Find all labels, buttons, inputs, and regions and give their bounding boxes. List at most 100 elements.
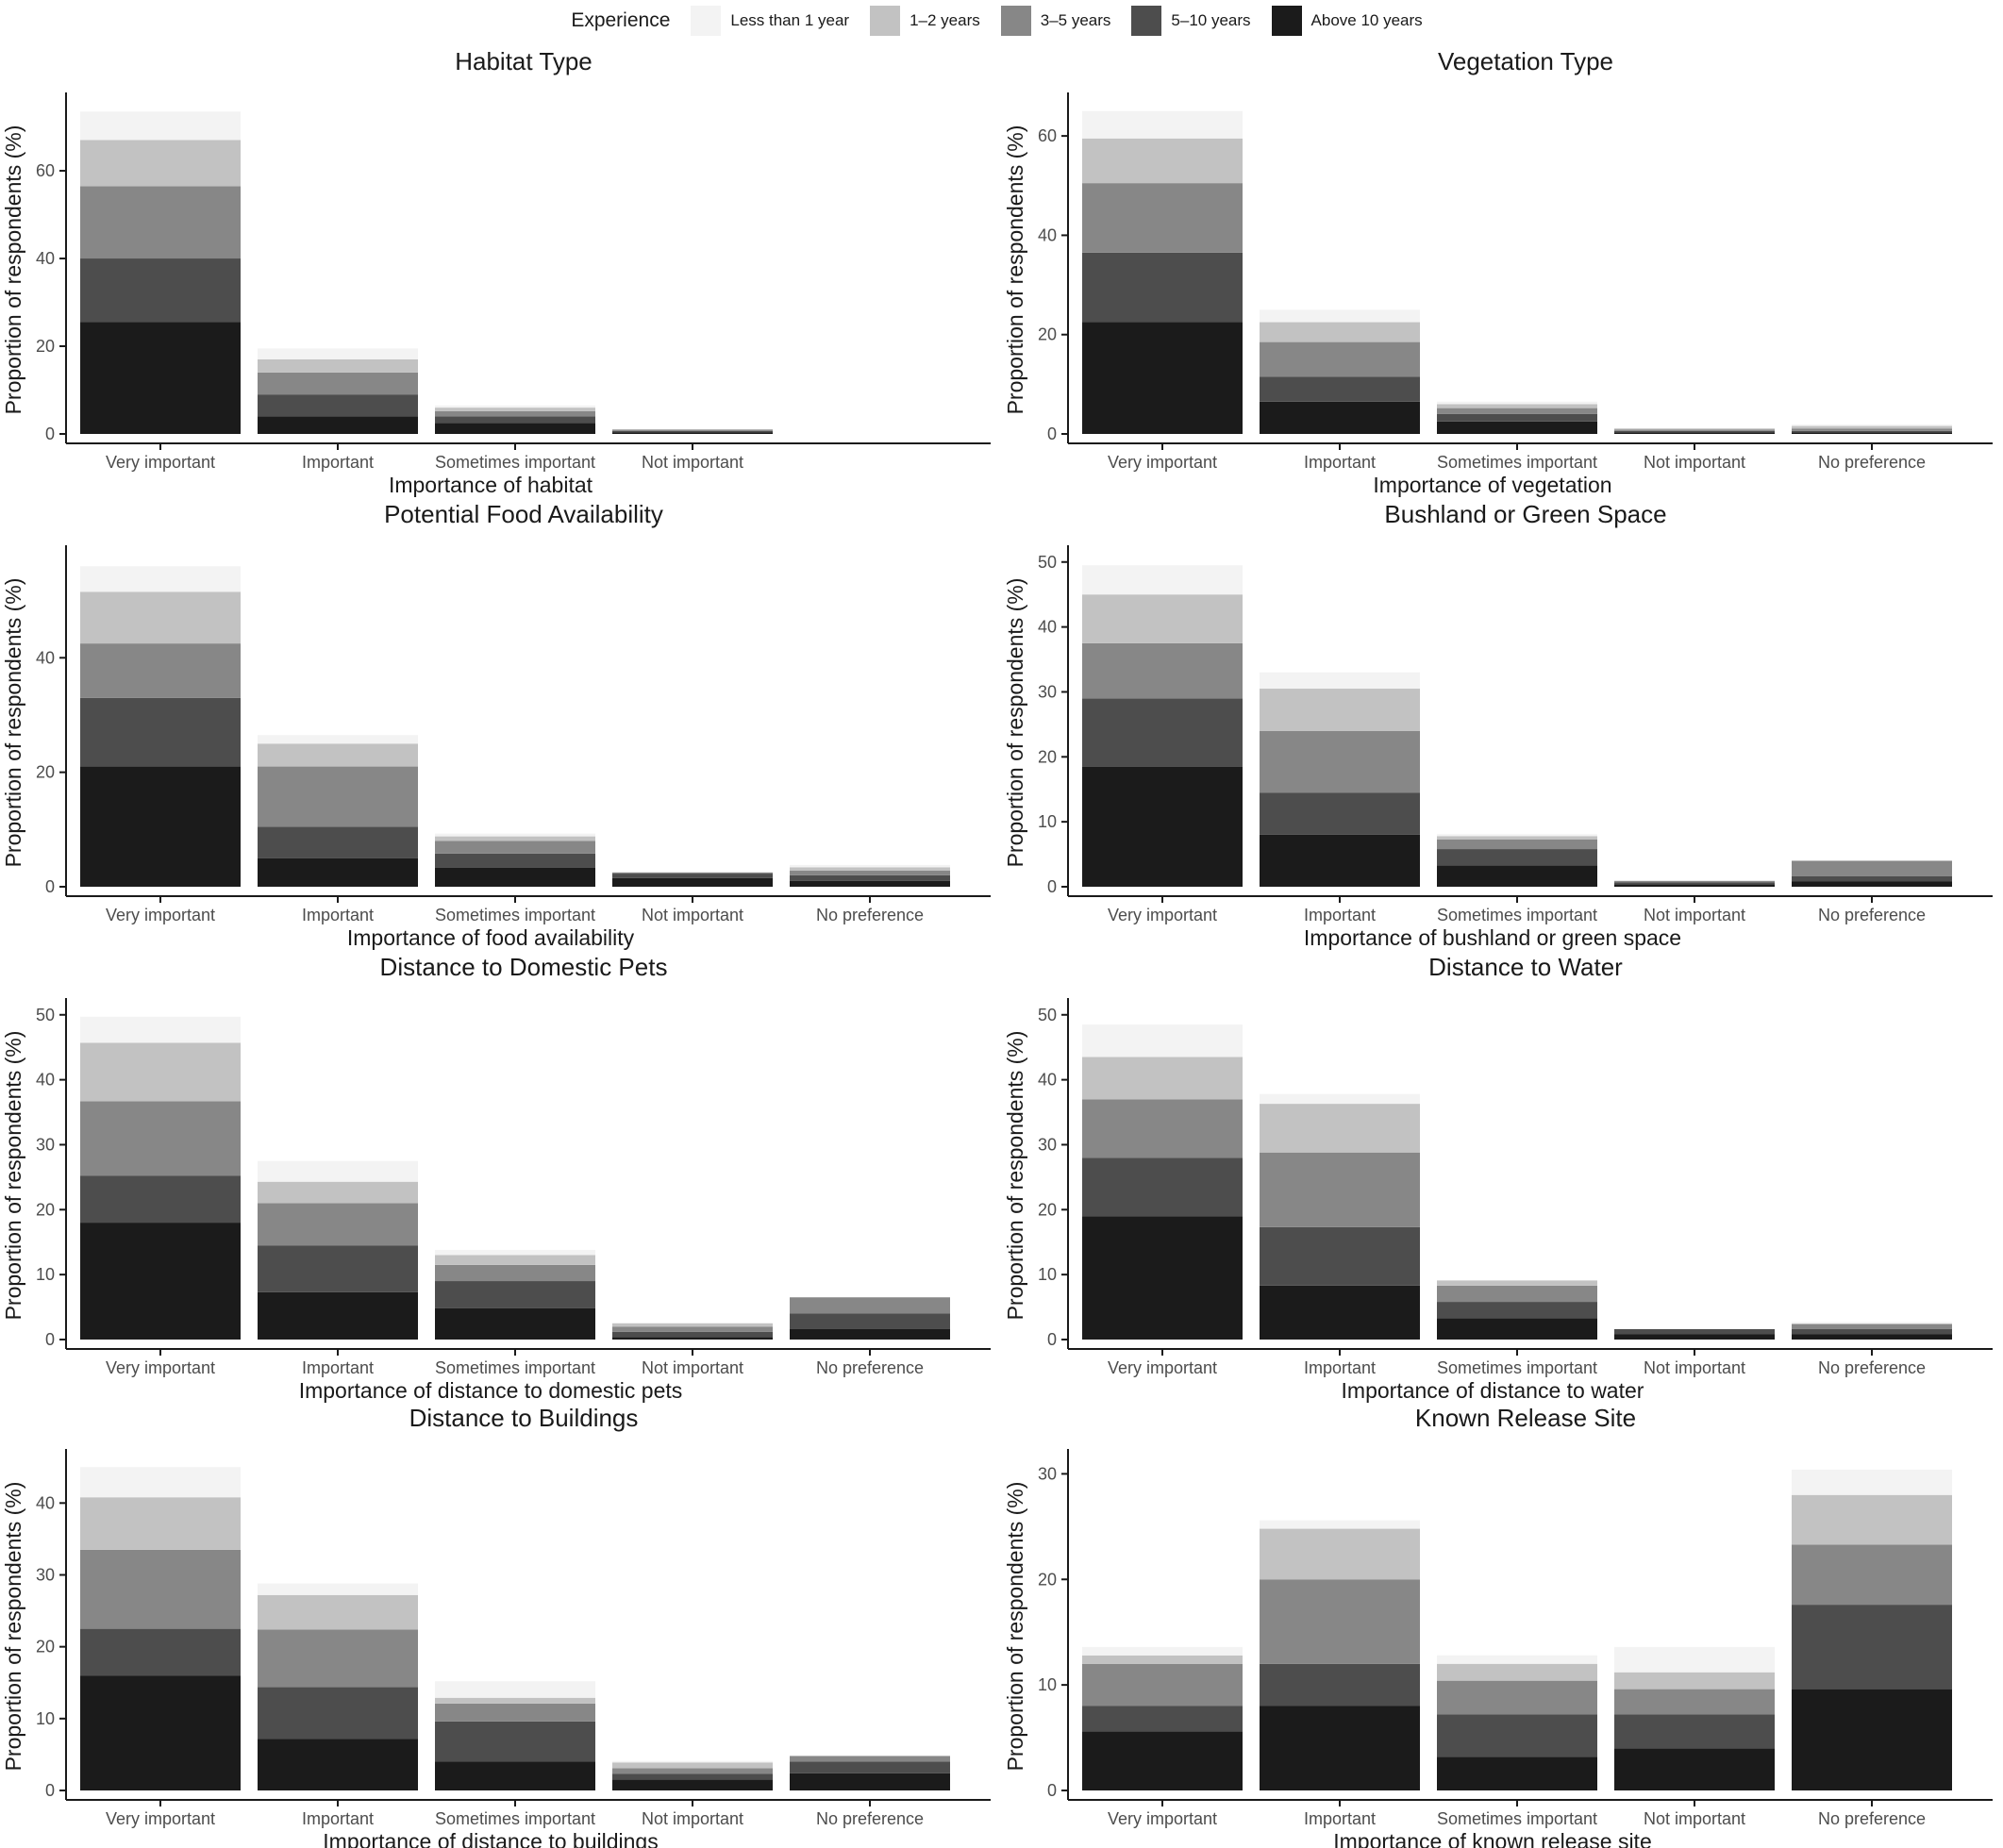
bar-segment	[1260, 322, 1420, 342]
bar-segment	[1260, 376, 1420, 402]
bar-segment	[1437, 1680, 1597, 1715]
bar-segment	[1082, 642, 1243, 699]
bar-segment	[1792, 1322, 1952, 1324]
bar-segment	[435, 1697, 595, 1704]
y-tick-label: 20	[1038, 1570, 1057, 1589]
bar-segment	[1792, 1328, 1952, 1335]
legend-item: Less than 1 year	[691, 6, 849, 36]
legend-swatch	[1000, 6, 1031, 36]
bar-segment	[1082, 1731, 1243, 1790]
y-tick-label: 0	[1047, 1781, 1057, 1800]
x-tick-label: No preference	[816, 906, 924, 924]
x-axis-label: Importance of vegetation	[1373, 473, 1611, 497]
bar-segment	[1614, 880, 1775, 883]
bar-segment	[80, 1497, 241, 1550]
bar-segment	[790, 880, 950, 887]
bar-segment	[80, 1016, 241, 1043]
legend-item: 1–2 years	[870, 6, 980, 36]
bar-segment	[790, 871, 950, 875]
bar-segment	[1614, 432, 1775, 434]
x-tick-label: Very important	[1108, 906, 1217, 924]
bar-segment	[258, 1594, 418, 1630]
bar-segment	[1260, 1104, 1420, 1153]
x-tick-label: Very important	[106, 1358, 215, 1377]
y-tick-label: 40	[36, 648, 55, 667]
bar-segment	[1614, 1748, 1775, 1790]
x-tick-label: Very important	[106, 453, 215, 472]
y-axis-label: Proportion of respondents (%)	[1, 578, 25, 868]
chart-title: Bushland or Green Space	[1384, 500, 1666, 528]
x-tick-label: Not important	[1644, 906, 1745, 924]
y-tick-label: 20	[1038, 1200, 1057, 1219]
x-tick-label: No preference	[1818, 1358, 1926, 1377]
bar-segment	[1437, 1655, 1597, 1664]
y-tick-label: 50	[1038, 1006, 1057, 1024]
bar-segment	[1614, 882, 1775, 885]
bar-segment	[435, 408, 595, 411]
x-tick-label: Sometimes important	[1437, 906, 1597, 924]
bar-segment	[80, 1101, 241, 1176]
y-tick-label: 10	[36, 1265, 55, 1284]
bar-segment	[80, 591, 241, 644]
x-tick-label: No preference	[816, 1809, 924, 1828]
y-tick-label: 20	[36, 1638, 55, 1657]
bar-segment	[1614, 428, 1775, 430]
bar-segment	[1260, 309, 1420, 323]
x-tick-label: Very important	[1108, 453, 1217, 472]
bar-segment	[1260, 834, 1420, 887]
bar-segment	[435, 1255, 595, 1265]
bar-segment	[435, 1264, 595, 1282]
y-tick-label: 20	[1038, 325, 1057, 344]
y-tick-label: 0	[1047, 425, 1057, 443]
bar-segment	[1437, 1318, 1597, 1340]
y-tick-label: 50	[36, 1006, 55, 1024]
x-axis-label: Importance of distance to domestic pets	[299, 1378, 683, 1403]
bar-segment	[1437, 865, 1597, 887]
bar-segment	[1614, 884, 1775, 887]
bar-segment	[1792, 1469, 1952, 1495]
bar-segment	[435, 1281, 595, 1308]
bar-segment	[1792, 430, 1952, 433]
y-tick-label: 60	[36, 161, 55, 180]
bar-segment	[1437, 404, 1597, 408]
bar-segment	[1260, 1285, 1420, 1340]
bar-segment	[790, 1761, 950, 1773]
bar-segment	[435, 1249, 595, 1256]
x-axis-label: Importance of bushland or green space	[1304, 925, 1681, 950]
y-tick-label: 30	[36, 1565, 55, 1584]
x-tick-label: Sometimes important	[435, 1809, 595, 1828]
legend-title: Experience	[571, 9, 671, 31]
bar-segment	[790, 874, 950, 881]
x-tick-label: Sometimes important	[1437, 1358, 1597, 1377]
x-tick-label: Very important	[1108, 1809, 1217, 1828]
chart-panel: Distance to Domestic Pets 0 10 20 30 40 50 Prop…	[1, 953, 991, 1403]
legend-label: Above 10 years	[1310, 11, 1423, 29]
bar-segment	[1260, 1663, 1420, 1706]
legend-swatch	[691, 6, 722, 36]
bar-segment	[612, 432, 773, 434]
x-axis-label: Importance of habitat	[389, 473, 593, 497]
x-tick-label: Not important	[642, 1358, 743, 1377]
bar-segment	[258, 735, 418, 744]
y-tick-label: 30	[1038, 1464, 1057, 1483]
bar-segment	[1082, 110, 1243, 139]
x-axis-label: Importance of distance to buildings	[323, 1829, 658, 1848]
y-tick-label: 40	[1038, 618, 1057, 637]
bar-segment	[790, 1297, 950, 1314]
x-tick-label: Not important	[1644, 453, 1745, 472]
bar-segment	[1792, 424, 1952, 426]
bar-segment	[80, 1628, 241, 1676]
bar-segment	[612, 1768, 773, 1774]
bar-segment	[1437, 836, 1597, 840]
x-tick-label: Not important	[642, 1809, 743, 1828]
bar-segment	[258, 1291, 418, 1340]
bar-segment	[258, 1160, 418, 1182]
bar-segment	[612, 1773, 773, 1780]
legend-label: 1–2 years	[910, 11, 980, 29]
y-tick-label: 20	[1038, 747, 1057, 766]
bar-segment	[435, 836, 595, 841]
bar-segment	[1082, 1646, 1243, 1656]
bar-segment	[1082, 322, 1243, 434]
bar-segment	[1437, 1756, 1597, 1790]
y-axis-label: Proportion of respondents (%)	[1, 125, 25, 415]
